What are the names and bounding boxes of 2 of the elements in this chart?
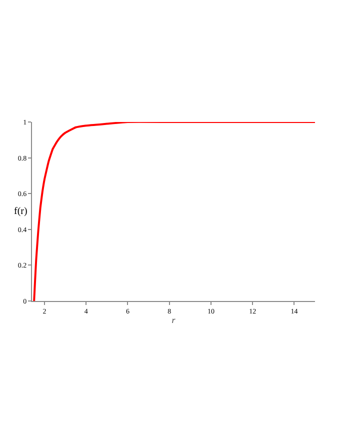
y-axis-title: f(r)	[14, 206, 28, 217]
x-axis-title: r	[172, 315, 176, 326]
